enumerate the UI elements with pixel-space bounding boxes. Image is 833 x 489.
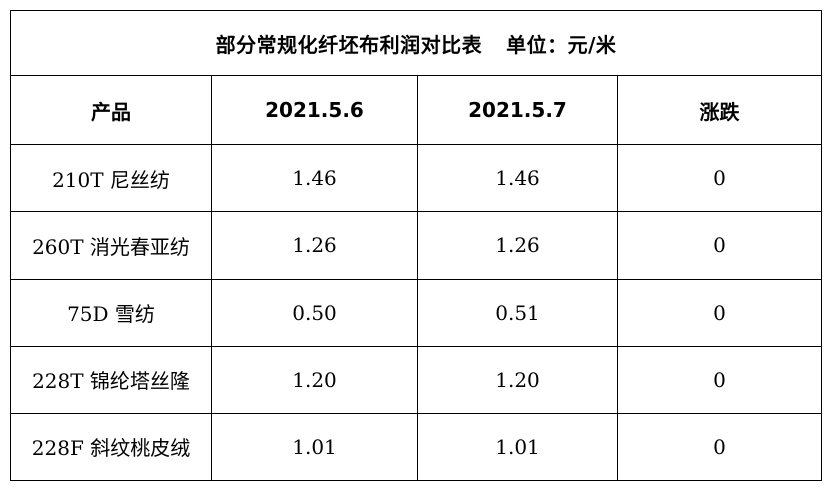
product-cell: 75D 雪纺 (10, 278, 212, 347)
header-date-1: 2021.5.6 (211, 75, 418, 146)
table-row: 228F 斜纹桃皮绒 1.01 1.01 0 (10, 412, 822, 482)
value-cell-date-1: 1.20 (211, 345, 418, 414)
header-change: 涨跌 (617, 75, 822, 146)
product-cell: 228F 斜纹桃皮绒 (10, 412, 212, 482)
value-cell-date-1: 1.26 (211, 211, 418, 280)
product-cell: 228T 锦纶塔丝隆 (10, 345, 212, 414)
table-title-cell: 部分常规化纤坯布利润对比表 单位：元/米 (10, 9, 822, 77)
table-title: 部分常规化纤坯布利润对比表 (215, 32, 483, 57)
profit-comparison-table: 部分常规化纤坯布利润对比表 单位：元/米 产品 2021.5.6 2021.5.7… (10, 9, 822, 482)
value-cell-date-1: 0.50 (211, 278, 418, 347)
value-cell-date-2: 0.51 (417, 278, 618, 347)
profit-comparison-table-container: 部分常规化纤坯布利润对比表 单位：元/米 产品 2021.5.6 2021.5.7… (10, 9, 822, 482)
header-row: 产品 2021.5.6 2021.5.7 涨跌 (10, 75, 822, 146)
table-row: 260T 消光春亚纺 1.26 1.26 0 (10, 211, 822, 280)
table-row: 75D 雪纺 0.50 0.51 0 (10, 278, 822, 347)
product-cell: 260T 消光春亚纺 (10, 211, 212, 280)
change-cell: 0 (617, 278, 822, 347)
value-cell-date-2: 1.26 (417, 211, 618, 280)
header-date-2: 2021.5.7 (417, 75, 618, 146)
table-row: 210T 尼丝纺 1.46 1.46 0 (10, 144, 822, 213)
change-cell: 0 (617, 412, 822, 482)
value-cell-date-1: 1.01 (211, 412, 418, 482)
value-cell-date-1: 1.46 (211, 144, 418, 213)
change-cell: 0 (617, 345, 822, 414)
value-cell-date-2: 1.01 (417, 412, 618, 482)
value-cell-date-2: 1.20 (417, 345, 618, 414)
product-cell: 210T 尼丝纺 (10, 144, 212, 213)
header-product: 产品 (10, 75, 212, 146)
value-cell-date-2: 1.46 (417, 144, 618, 213)
title-row: 部分常规化纤坯布利润对比表 单位：元/米 (10, 9, 822, 77)
table-unit: 单位：元/米 (506, 32, 617, 57)
table-row: 228T 锦纶塔丝隆 1.20 1.20 0 (10, 345, 822, 414)
change-cell: 0 (617, 211, 822, 280)
change-cell: 0 (617, 144, 822, 213)
